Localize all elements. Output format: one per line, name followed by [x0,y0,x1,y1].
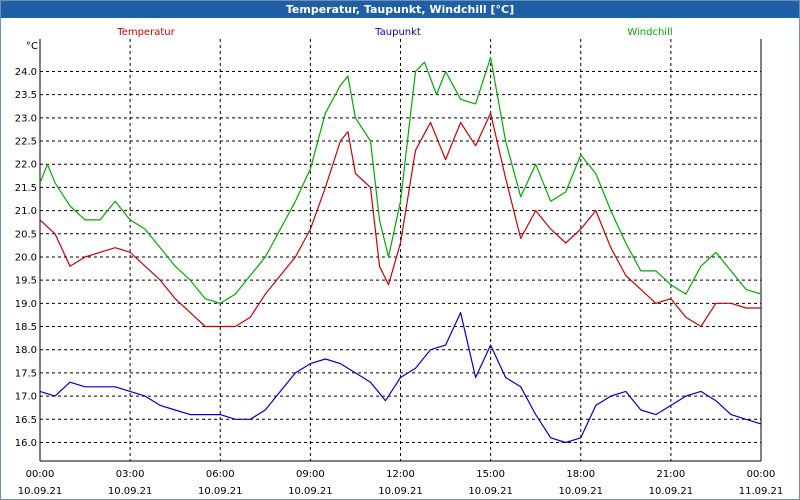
series-line-windchill [39,56,762,304]
x-tick-time: 18:00 [566,469,595,480]
x-tick-date: 10.09.21 [288,486,333,497]
y-tick-label: 17.5 [15,368,37,379]
y-tick-label: 19.0 [15,299,37,310]
y-tick-label: 22.0 [15,160,37,171]
y-tick-label: 23.0 [15,113,37,124]
x-tick-time: 00:00 [26,469,55,480]
y-tick-label: 18.0 [15,345,37,356]
y-tick-label: 16.0 [15,438,37,449]
x-tick-date: 10.09.21 [378,486,423,497]
x-tick-time: 21:00 [656,469,685,480]
x-tick-time: 03:00 [116,469,145,480]
x-tick-date: 10.09.21 [649,486,694,497]
y-tick-label: 20.5 [15,229,37,240]
y-tick-label: 23.5 [15,90,37,101]
x-tick-date: 10.09.21 [108,486,153,497]
y-tick-label: 17.0 [15,392,37,403]
y-tick-label: 21.5 [15,183,37,194]
x-tick-date: 10.09.21 [558,486,603,497]
x-tick-time: 00:00 [747,469,776,480]
y-tick-label: 22.5 [15,137,37,148]
y-tick-label: 19.5 [15,276,37,287]
x-tick-date: 10.09.21 [468,486,513,497]
legend-windchill: Windchill [627,27,672,38]
legend-temperatur: Temperatur [116,27,175,38]
chart-title: Temperatur, Taupunkt, Windchill [°C] [1,1,799,18]
series-line-temperatur [39,112,761,328]
x-tick-time: 06:00 [206,469,235,480]
y-tick-label: 20.0 [15,252,37,263]
series-line-taupunkt [39,312,762,444]
y-unit-label: °C [26,41,38,52]
x-tick-time: 15:00 [476,469,505,480]
x-tick-time: 12:00 [386,469,415,480]
legend-taupunkt: Taupunkt [374,27,421,38]
y-tick-label: 21.0 [15,206,37,217]
x-tick-date: 11.09.21 [739,486,784,497]
y-tick-label: 18.5 [15,322,37,333]
x-tick-time: 09:00 [296,469,325,480]
x-tick-date: 10.09.21 [18,486,63,497]
x-tick-date: 10.09.21 [198,486,243,497]
y-tick-label: 16.5 [15,415,37,426]
y-tick-label: 24.0 [15,67,37,78]
